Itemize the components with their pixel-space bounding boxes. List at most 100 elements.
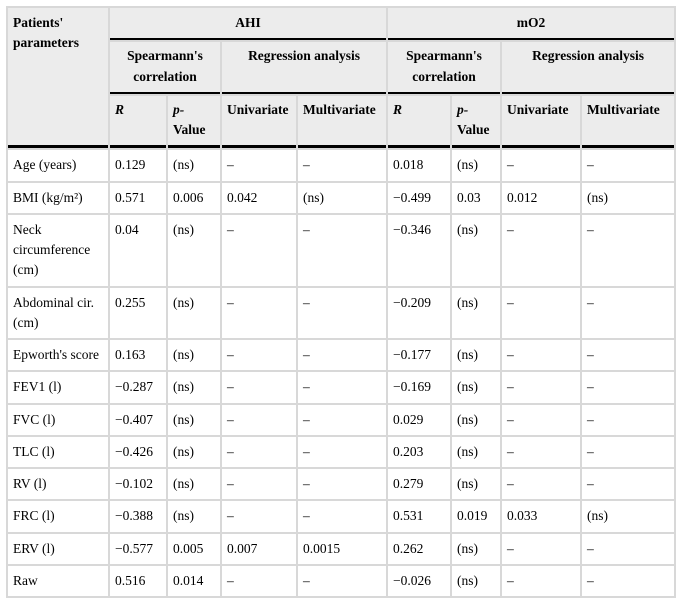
cell: 0.531: [388, 501, 451, 532]
cell: (ns): [168, 340, 220, 371]
p-header-italic: p-: [457, 101, 469, 117]
row-param: FVC (l): [8, 404, 108, 435]
p-header-italic: p-: [173, 101, 185, 117]
col-header-multivariate-mo2: Multivariate: [582, 95, 675, 149]
col-header-multivariate-ahi: Multivariate: [298, 95, 387, 149]
row-param: Abdominal cir. (cm): [8, 287, 108, 338]
row-param: Raw: [8, 565, 108, 596]
cell: (ns): [452, 214, 501, 286]
col-header-p-ahi: p- Value: [168, 95, 220, 149]
cell: –: [298, 404, 387, 435]
cell: –: [502, 340, 581, 371]
table-row: Epworth's score 0.163 (ns) – – −0.177 (n…: [8, 340, 675, 371]
subgroup-regression-ahi: Regression analysis: [222, 42, 387, 94]
cell: 0.012: [502, 182, 581, 213]
cell: (ns): [452, 436, 501, 467]
row-param: FEV1 (l): [8, 372, 108, 403]
cell: –: [298, 501, 387, 532]
col-header-r-ahi: R: [110, 95, 166, 149]
cell: −0.407: [110, 404, 166, 435]
cell: −0.287: [110, 372, 166, 403]
cell: –: [222, 565, 296, 596]
row-param: Epworth's score: [8, 340, 108, 371]
cell: –: [502, 372, 581, 403]
cell: 0.03: [452, 182, 501, 213]
table-row: TLC (l) −0.426 (ns) – – 0.203 (ns) – –: [8, 436, 675, 467]
cell: 0.129: [110, 150, 166, 181]
cell: 0.033: [502, 501, 581, 532]
correlation-table: Patients' parameters AHI mO2 Spearmann's…: [6, 6, 677, 598]
cell: −0.499: [388, 182, 451, 213]
cell: –: [582, 404, 675, 435]
cell: –: [502, 287, 581, 338]
cell: (ns): [582, 501, 675, 532]
cell: −0.388: [110, 501, 166, 532]
cell: –: [502, 436, 581, 467]
table-row: FEV1 (l) −0.287 (ns) – – −0.169 (ns) – –: [8, 372, 675, 403]
cell: 0.018: [388, 150, 451, 181]
cell: −0.102: [110, 469, 166, 500]
cell: –: [298, 372, 387, 403]
cell: –: [222, 404, 296, 435]
cell: (ns): [452, 340, 501, 371]
row-param: BMI (kg/m²): [8, 182, 108, 213]
cell: –: [582, 565, 675, 596]
row-param: FRC (l): [8, 501, 108, 532]
cell: −0.346: [388, 214, 451, 286]
cell: (ns): [168, 372, 220, 403]
cell: –: [222, 340, 296, 371]
corner-header: Patients' parameters: [8, 8, 108, 149]
table-row: FVC (l) −0.407 (ns) – – 0.029 (ns) – –: [8, 404, 675, 435]
cell: (ns): [582, 182, 675, 213]
row-param: TLC (l): [8, 436, 108, 467]
table-row: Neck circumference (cm) 0.04 (ns) – – −0…: [8, 214, 675, 286]
cell: −0.577: [110, 533, 166, 564]
cell: (ns): [452, 469, 501, 500]
cell: –: [298, 287, 387, 338]
cell: −0.209: [388, 287, 451, 338]
cell: –: [222, 287, 296, 338]
cell: −0.177: [388, 340, 451, 371]
table-row: FRC (l) −0.388 (ns) – – 0.531 0.019 0.03…: [8, 501, 675, 532]
cell: 0.571: [110, 182, 166, 213]
cell: 0.014: [168, 565, 220, 596]
cell: –: [298, 340, 387, 371]
cell: –: [298, 469, 387, 500]
cell: 0.203: [388, 436, 451, 467]
cell: −0.426: [110, 436, 166, 467]
cell: (ns): [168, 287, 220, 338]
row-param: RV (l): [8, 469, 108, 500]
subgroup-regression-mo2: Regression analysis: [502, 42, 675, 94]
cell: –: [582, 214, 675, 286]
subgroup-header-row: Spearmann's correlation Regression analy…: [8, 42, 675, 94]
cell: (ns): [452, 287, 501, 338]
cell: 0.516: [110, 565, 166, 596]
cell: –: [298, 436, 387, 467]
cell: (ns): [168, 150, 220, 181]
table-row: Age (years) 0.129 (ns) – – 0.018 (ns) – …: [8, 150, 675, 181]
cell: 0.255: [110, 287, 166, 338]
cell: 0.0015: [298, 533, 387, 564]
cell: –: [222, 501, 296, 532]
row-param: Neck circumference (cm): [8, 214, 108, 286]
cell: –: [582, 287, 675, 338]
cell: (ns): [452, 533, 501, 564]
cell: 0.007: [222, 533, 296, 564]
col-header-univariate-mo2: Univariate: [502, 95, 581, 149]
cell: (ns): [168, 214, 220, 286]
group-header-mo2: mO2: [388, 8, 675, 41]
group-header-ahi: AHI: [110, 8, 387, 41]
p-header-value: Value: [457, 122, 490, 137]
cell: 0.262: [388, 533, 451, 564]
cell: –: [502, 214, 581, 286]
cell: –: [582, 150, 675, 181]
cell: 0.019: [452, 501, 501, 532]
p-header-value: Value: [173, 122, 206, 137]
cell: –: [298, 150, 387, 181]
cell: 0.006: [168, 182, 220, 213]
row-param: Age (years): [8, 150, 108, 181]
cell: (ns): [452, 565, 501, 596]
cell: 0.029: [388, 404, 451, 435]
cell: –: [222, 150, 296, 181]
col-header-r-mo2: R: [388, 95, 451, 149]
